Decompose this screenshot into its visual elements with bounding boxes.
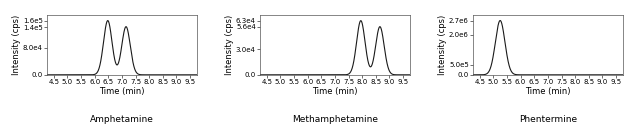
Text: Amphetamine: Amphetamine (90, 115, 154, 124)
Y-axis label: Intensity (cps): Intensity (cps) (438, 15, 447, 75)
X-axis label: Time (min): Time (min) (312, 87, 357, 96)
Y-axis label: Intensity (cps): Intensity (cps) (225, 15, 233, 75)
Text: Methamphetamine: Methamphetamine (292, 115, 378, 124)
Y-axis label: Intensity (cps): Intensity (cps) (12, 15, 21, 75)
X-axis label: Time (min): Time (min) (99, 87, 145, 96)
X-axis label: Time (min): Time (min) (525, 87, 571, 96)
Text: Phentermine: Phentermine (519, 115, 577, 124)
